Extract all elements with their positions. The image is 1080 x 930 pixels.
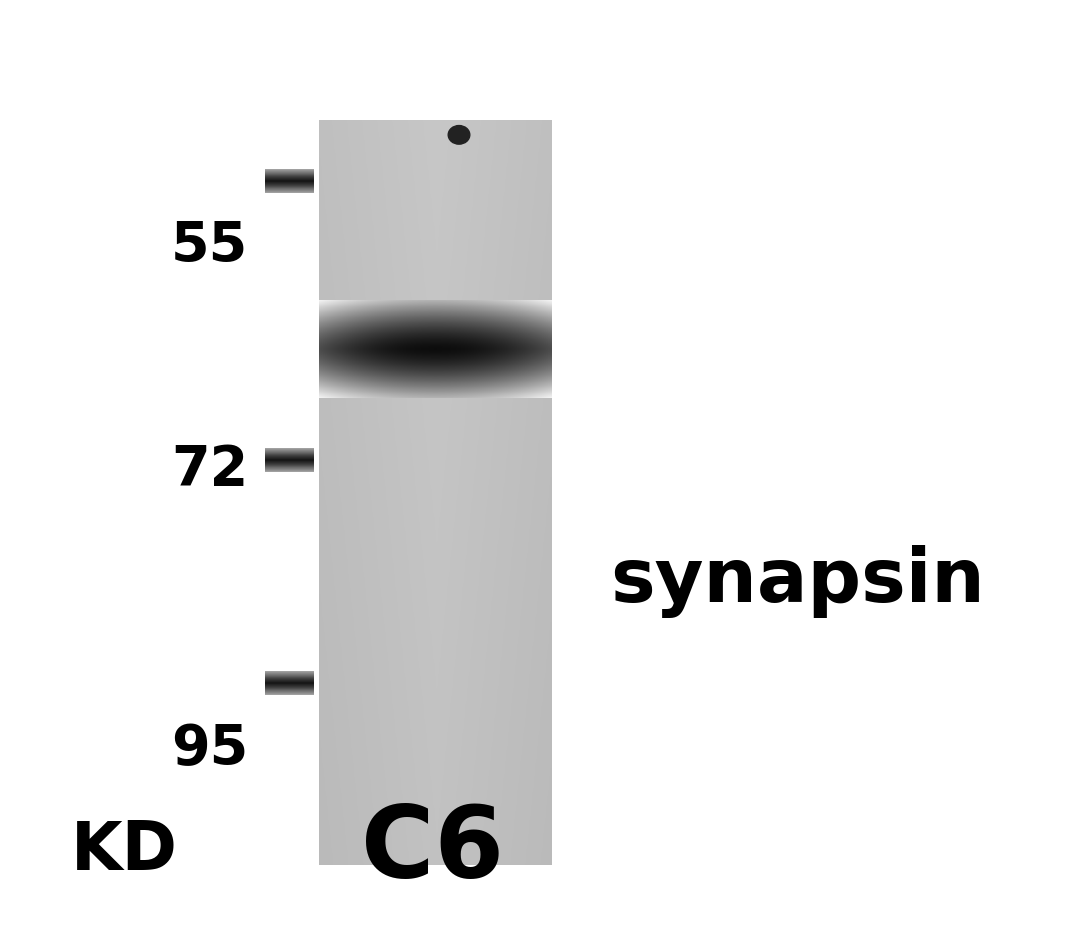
Text: C6: C6 <box>361 803 503 899</box>
Text: KD: KD <box>70 818 178 883</box>
Text: 72: 72 <box>171 443 248 497</box>
Circle shape <box>448 126 470 144</box>
Text: 95: 95 <box>171 722 248 776</box>
Text: 55: 55 <box>171 219 248 273</box>
Text: synapsin: synapsin <box>610 545 985 618</box>
